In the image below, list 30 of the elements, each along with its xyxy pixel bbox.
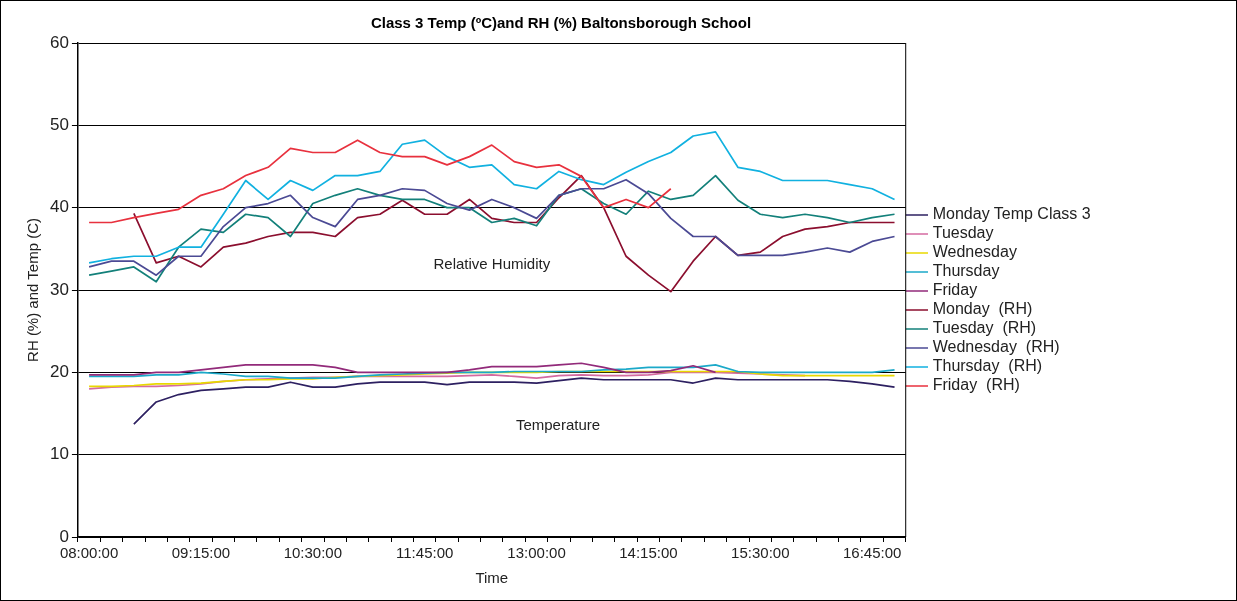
x-tick-label: 15:30:00 bbox=[731, 544, 790, 562]
x-tick-label: 16:45:00 bbox=[842, 544, 902, 562]
y-tick-label: 0 bbox=[59, 526, 69, 546]
legend-label: Monday (RH) bbox=[932, 300, 1033, 318]
legend-label: Wednesday bbox=[932, 243, 1017, 261]
x-tick-label: 09:15:00 bbox=[171, 544, 231, 562]
x-tick-label: 13:00:00 bbox=[507, 544, 566, 562]
legend-label: Thursday (RH) bbox=[932, 357, 1043, 375]
y-tick-label: 30 bbox=[49, 279, 69, 299]
legend-label: Tuesday (RH) bbox=[932, 319, 1037, 337]
legend-label: Thursday bbox=[932, 262, 1000, 280]
legend-label: Wednesday (RH) bbox=[932, 338, 1060, 356]
x-tick-label: 08:00:00 bbox=[59, 544, 119, 562]
y-tick-label: 40 bbox=[49, 197, 69, 217]
x-axis-title: Time bbox=[475, 569, 509, 587]
legend-label: Friday bbox=[932, 281, 978, 299]
y-tick-label: 20 bbox=[49, 362, 69, 382]
chart-title: Class 3 Temp (ºC)and RH (%) Baltonsborough School bbox=[370, 14, 752, 32]
x-tick-label: 11:45:00 bbox=[396, 544, 454, 562]
legend-label: Monday Temp Class 3 bbox=[932, 205, 1091, 223]
x-tick-label: 14:15:00 bbox=[619, 544, 678, 562]
x-tick-label: 10:30:00 bbox=[283, 544, 343, 562]
y-axis-title: RH (%) and Temp (C) bbox=[24, 218, 42, 362]
y-tick-label: 60 bbox=[49, 32, 69, 52]
legend-label: Friday (RH) bbox=[932, 376, 1020, 394]
y-tick-label: 10 bbox=[49, 444, 69, 464]
legend-label: Tuesday bbox=[932, 224, 994, 242]
y-tick-label: 50 bbox=[49, 115, 69, 135]
annotation: Relative Humidity bbox=[433, 255, 551, 273]
annotation: Temperature bbox=[515, 415, 601, 433]
